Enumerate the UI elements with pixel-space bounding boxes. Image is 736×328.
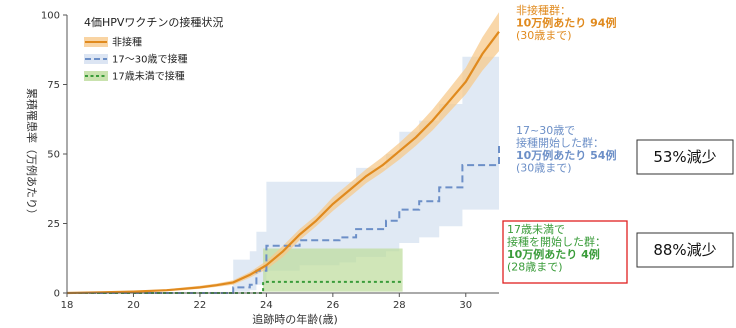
band-series-2 — [67, 248, 403, 293]
legend-label-1: 17～30歳で接種 — [112, 53, 187, 66]
x-tick-label-28: 28 — [393, 300, 406, 311]
x-axis-title: 追跡時の年齢(歳) — [252, 312, 338, 326]
reduction-box-0 — [636, 139, 734, 175]
chart-title: 4価HPVワクチンの接種状況 — [84, 15, 223, 29]
x-tick-label-18: 18 — [61, 300, 74, 311]
legend-label-2: 17歳未満で接種 — [112, 70, 185, 83]
legend-label-0: 非接種 — [112, 36, 142, 49]
confidence-bands — [67, 12, 499, 294]
series-line-1 — [67, 142, 500, 294]
annotation-1-line-3: (30歳まで) — [516, 162, 572, 175]
annotations: 非接種群：10万例あたり 94例(30歳まで)17~30歳で接種開始した群：10… — [502, 3, 734, 284]
annotation-0-line-2: (30歳まで) — [516, 29, 572, 42]
axes: 18 20 22 24 26 28 30 0 25 50 75 100 追跡時の年齢(歳) 累積罹患率（万… — [25, 11, 499, 326]
x-tick-label-30: 30 — [459, 300, 472, 311]
y-tick-label-25: 25 — [47, 219, 60, 230]
x-tick-label-26: 26 — [326, 300, 339, 311]
x-tick-label-24: 24 — [260, 300, 273, 311]
band-series-1 — [67, 56, 499, 294]
annotation-1-line-0: 17~30歳で — [516, 124, 575, 137]
x-tick-label-20: 20 — [127, 300, 140, 311]
annotation-1-line-2: 10万例あたり 54例 — [516, 148, 616, 162]
reduction-box-1 — [636, 232, 734, 268]
annotation-2-line-1: 接種を開始した群： — [507, 235, 606, 249]
annotation-1-line-1: 接種開始した群： — [516, 136, 604, 150]
annotation-2-line-3: (28歳まで) — [507, 261, 563, 274]
annotation-0-line-0: 非接種群： — [516, 3, 571, 17]
annotation-highlight-box — [502, 220, 628, 284]
series-line-0 — [66, 31, 500, 295]
annotation-0-line-1: 10万例あたり 94例 — [516, 16, 616, 30]
y-tick-label-50: 50 — [47, 150, 60, 161]
y-axis-title: 累積罹患率（万例あたり） — [25, 88, 39, 220]
x-tick-label-22: 22 — [194, 300, 207, 311]
y-tick-label-0: 0 — [54, 289, 60, 300]
annotation-2-line-2: 10万例あたり 4例 — [507, 247, 600, 261]
annotation-2-line-0: 17歳未満で — [507, 223, 565, 236]
y-tick-label-75: 75 — [47, 80, 60, 91]
y-tick-label-100: 100 — [41, 11, 60, 22]
reduction-box-label-1: 88%減少 — [653, 241, 716, 259]
reduction-box-label-0: 53%減少 — [653, 148, 716, 166]
